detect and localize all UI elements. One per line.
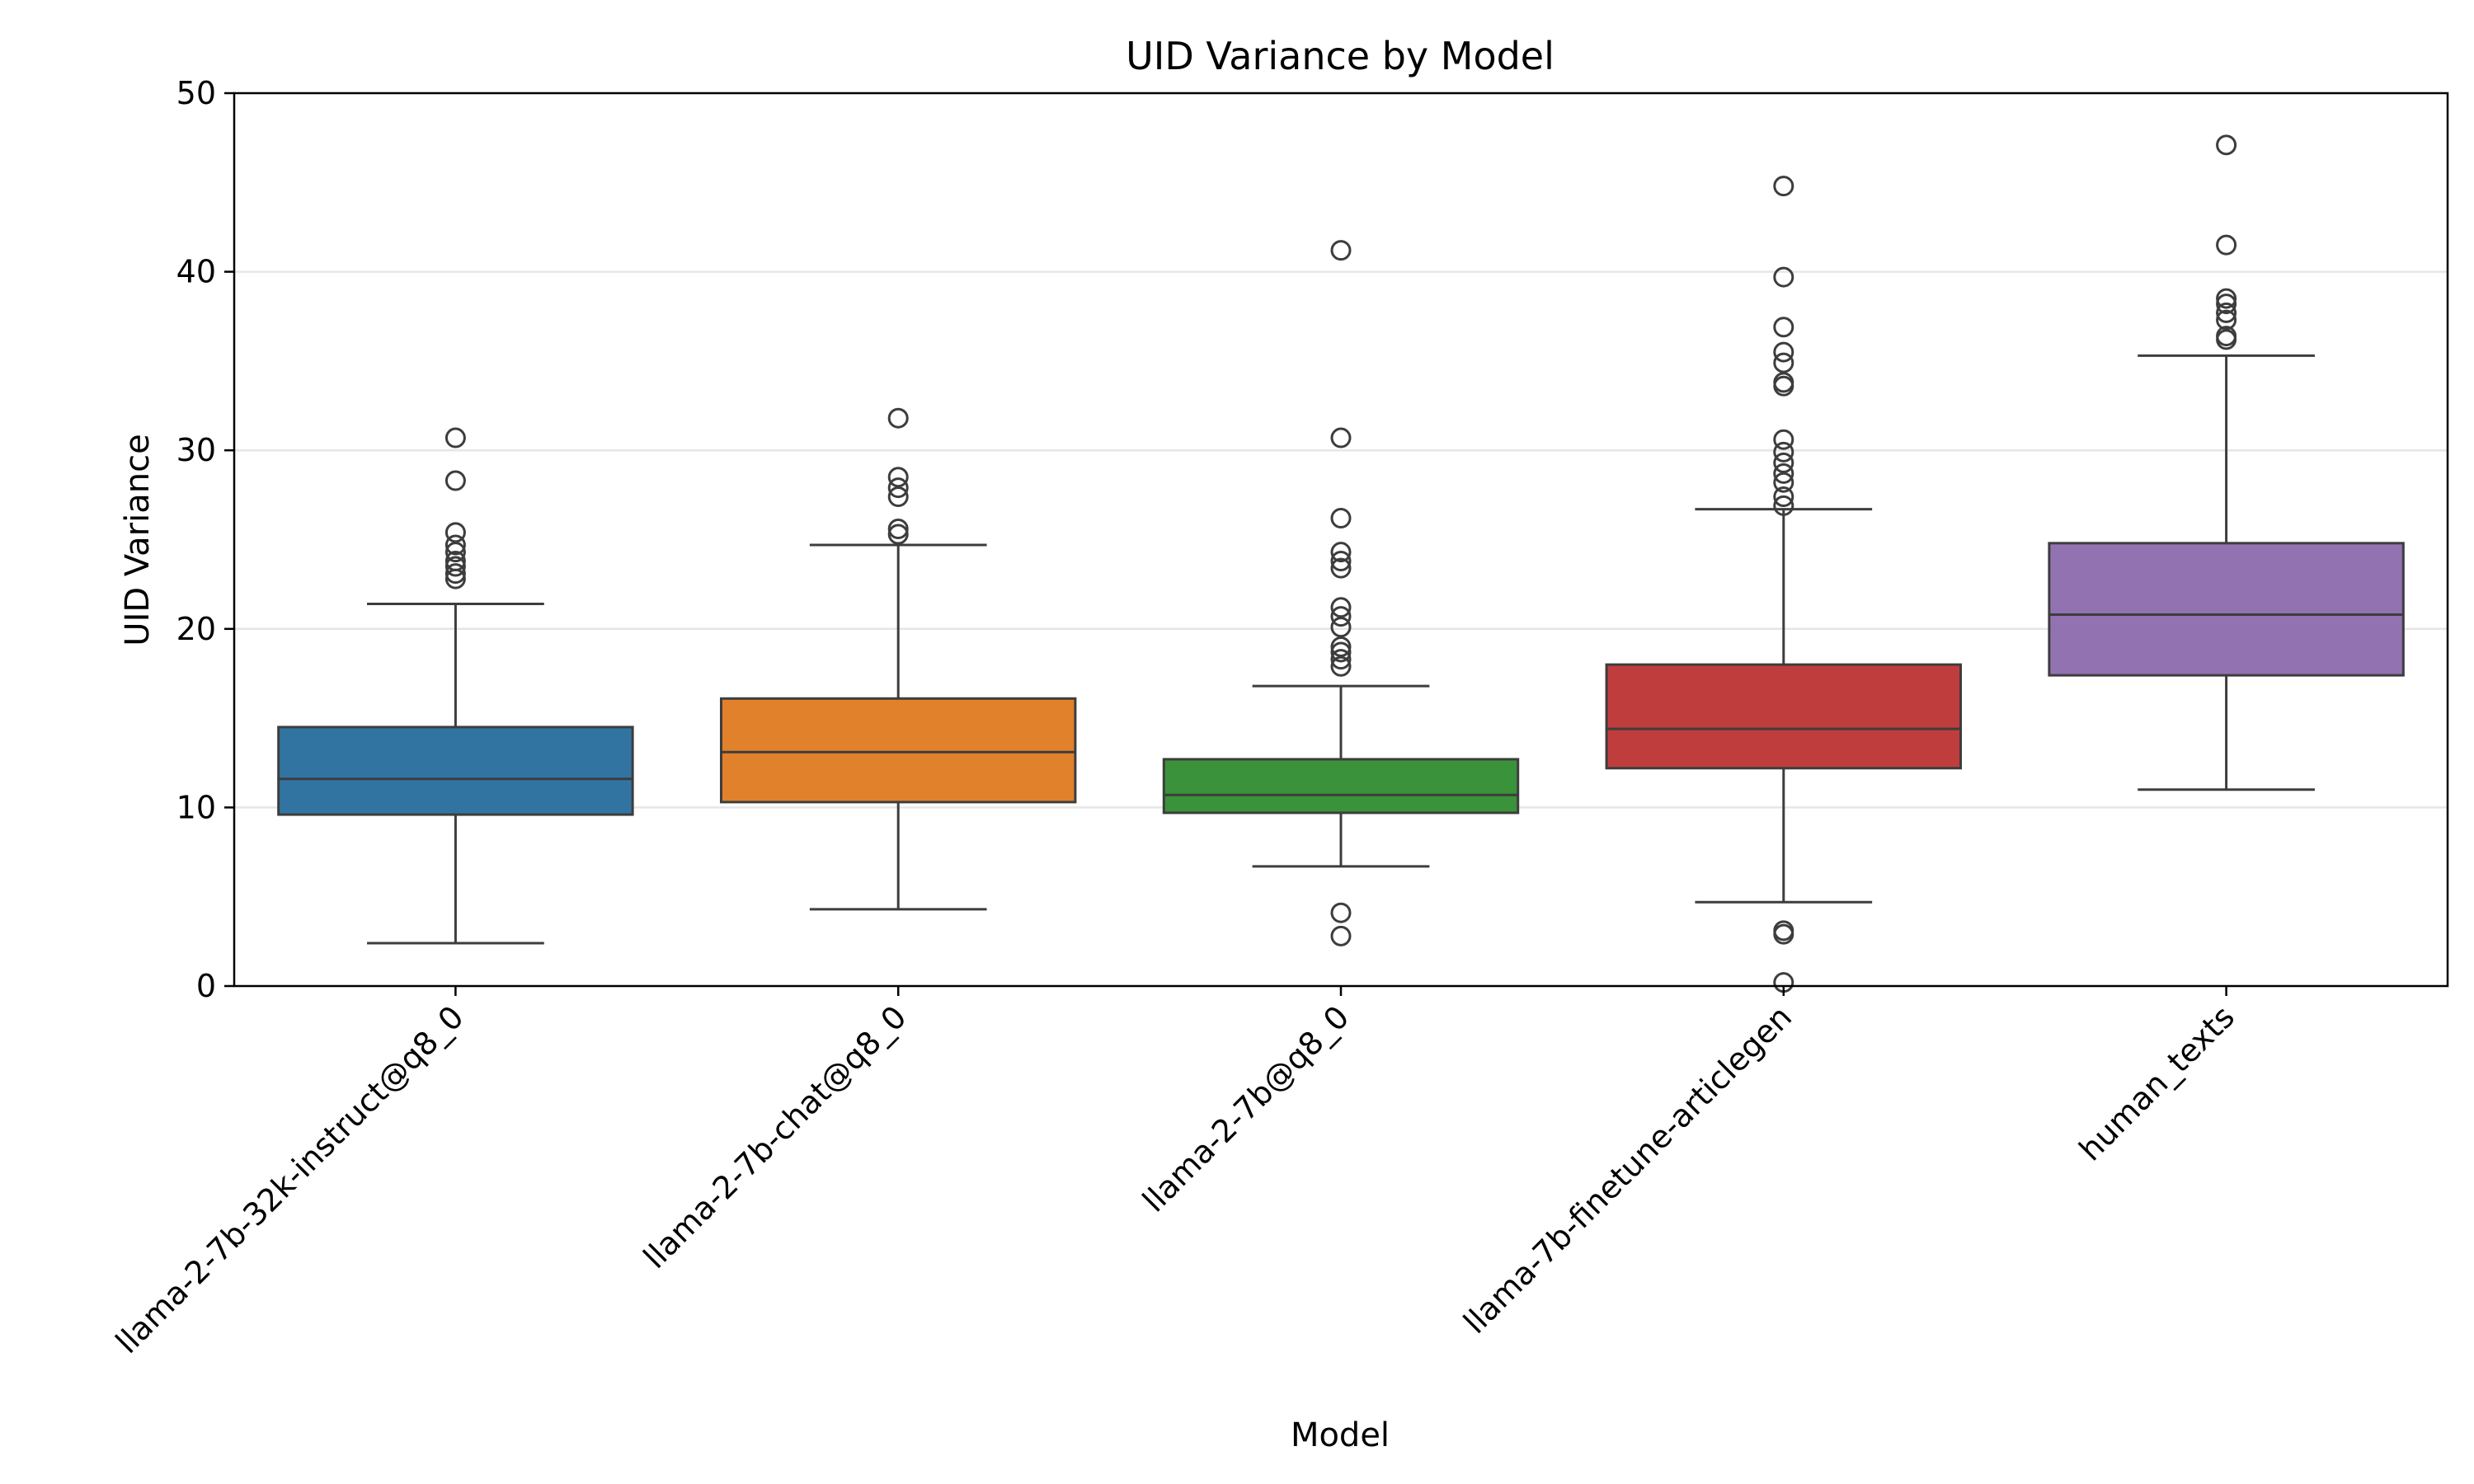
x-tick-label: human_texts bbox=[2072, 998, 2241, 1167]
outlier-point bbox=[1330, 427, 1352, 448]
box-group bbox=[1162, 240, 1520, 946]
box bbox=[719, 697, 1077, 804]
outlier-point bbox=[887, 524, 909, 545]
x-tick-label: llama-7b-finetune-articlegen bbox=[1456, 998, 1799, 1341]
outlier-point bbox=[2216, 288, 2237, 309]
outlier-point bbox=[1330, 240, 1352, 261]
outlier-point bbox=[2216, 309, 2237, 331]
outlier-point bbox=[2216, 134, 2237, 156]
outlier-point bbox=[1330, 649, 1352, 670]
outlier-point bbox=[1773, 486, 1794, 508]
outlier-point bbox=[1330, 902, 1352, 923]
outlier-point bbox=[1330, 508, 1352, 529]
outlier-point bbox=[1330, 550, 1352, 571]
y-tick-label: 40 bbox=[176, 254, 216, 290]
outlier-point bbox=[1330, 641, 1352, 663]
outlier-point bbox=[1330, 542, 1352, 563]
y-tick-label: 50 bbox=[176, 75, 216, 111]
outlier-point bbox=[1773, 472, 1794, 493]
outlier-point bbox=[2216, 326, 2237, 347]
y-tick-label: 0 bbox=[196, 968, 216, 1004]
outlier-point bbox=[1773, 429, 1794, 450]
outlier-point bbox=[1330, 606, 1352, 627]
y-tick-label: 20 bbox=[176, 611, 216, 647]
outlier-point bbox=[1773, 495, 1794, 516]
box-group bbox=[1605, 176, 1963, 993]
y-axis: 0 10 20 30 40 50 bbox=[176, 75, 234, 1004]
box bbox=[277, 726, 634, 816]
outlier-point bbox=[887, 467, 909, 488]
outlier-point bbox=[444, 470, 466, 491]
outlier-point bbox=[444, 427, 466, 448]
box bbox=[1605, 663, 1963, 770]
y-tick-label: 10 bbox=[176, 789, 216, 825]
box-group bbox=[719, 407, 1077, 911]
x-tick-label: llama-2-7b@q8_0 bbox=[1136, 998, 1356, 1219]
outlier-point bbox=[1773, 372, 1794, 393]
plot-area bbox=[277, 134, 2405, 993]
outlier-point bbox=[1773, 176, 1794, 197]
outlier-point bbox=[1773, 441, 1794, 463]
outlier-point bbox=[444, 563, 466, 585]
y-axis-label: UID Variance bbox=[119, 434, 157, 646]
outlier-point bbox=[887, 477, 909, 499]
x-axis: llama-2-7b-32k-instruct@q8_0 llama-2-7b-c… bbox=[109, 986, 2241, 1360]
y-tick-label: 30 bbox=[176, 432, 216, 468]
outlier-point bbox=[1773, 920, 1794, 942]
x-tick-label: llama-2-7b-chat@q8_0 bbox=[637, 998, 914, 1275]
outlier-point bbox=[1773, 463, 1794, 484]
outlier-point bbox=[444, 534, 466, 556]
outlier-point bbox=[1773, 266, 1794, 288]
chart-title: UID Variance by Model bbox=[1126, 34, 1554, 78]
x-axis-label: Model bbox=[1291, 1416, 1390, 1454]
outlier-point bbox=[887, 407, 909, 429]
outlier-point bbox=[1773, 317, 1794, 338]
outlier-point bbox=[1330, 557, 1352, 579]
outlier-point bbox=[887, 486, 909, 508]
outlier-point bbox=[887, 519, 909, 540]
outlier-point bbox=[444, 550, 466, 571]
outlier-point bbox=[2216, 294, 2237, 315]
outlier-point bbox=[444, 522, 466, 543]
outlier-point bbox=[1330, 636, 1352, 657]
box bbox=[2048, 542, 2405, 677]
outlier-point bbox=[444, 556, 466, 577]
x-tick-label: llama-2-7b-32k-instruct@q8_0 bbox=[109, 998, 471, 1360]
outlier-point bbox=[2216, 302, 2237, 323]
outlier-point bbox=[1330, 655, 1352, 677]
box bbox=[1162, 758, 1520, 815]
box-group bbox=[2048, 134, 2405, 791]
outlier-point bbox=[1773, 341, 1794, 363]
outlier-point bbox=[1330, 925, 1352, 946]
outlier-point bbox=[1330, 617, 1352, 638]
outlier-point bbox=[1773, 352, 1794, 373]
outlier-point bbox=[2216, 234, 2237, 256]
box-group bbox=[277, 427, 634, 945]
outlier-point bbox=[1773, 452, 1794, 473]
outlier-point bbox=[1330, 597, 1352, 618]
outlier-point bbox=[444, 542, 466, 563]
